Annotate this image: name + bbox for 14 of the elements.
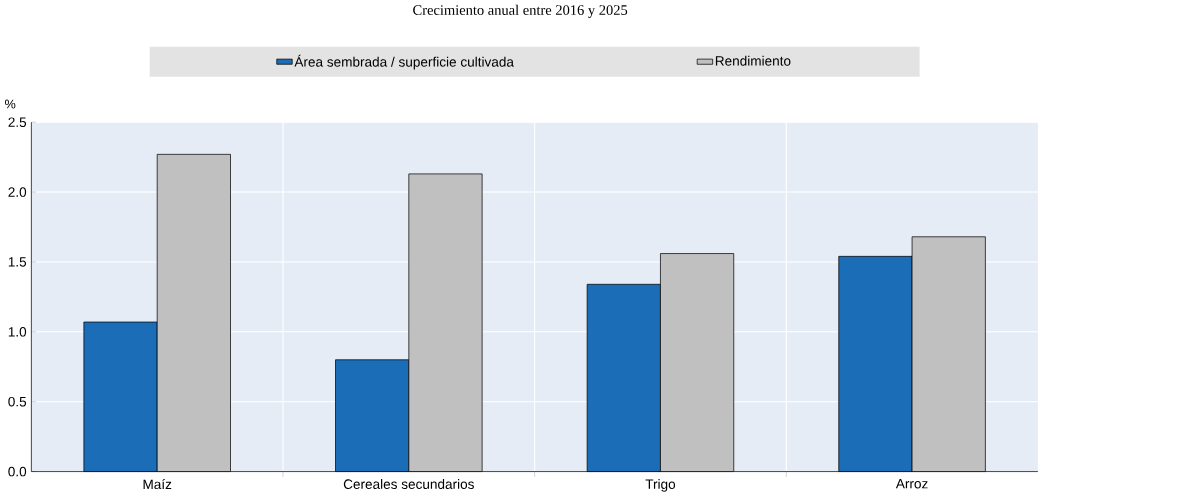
y-tick-label: 0.0 <box>8 466 27 477</box>
x-tick-label: Trigo <box>645 478 676 492</box>
chart-title: Crecimiento anual entre 2016 y 2025 <box>413 4 628 18</box>
legend-label: Rendimiento <box>715 55 791 66</box>
y-tick-label: 1.5 <box>8 257 27 267</box>
y-axis-title: % <box>4 99 16 109</box>
y-tick-label: 1.0 <box>8 326 27 337</box>
y-tick-label: 0.5 <box>8 396 27 407</box>
x-tick-label: Arroz <box>895 478 928 489</box>
y-tick-label: 2.0 <box>8 187 27 197</box>
x-tick-label: Maíz <box>143 478 172 490</box>
x-tick-label: Cereales secundarios <box>343 478 474 489</box>
legend-label: Área sembrada / superficie cultivada <box>294 54 514 70</box>
y-tick-label: 2.5 <box>8 117 27 127</box>
